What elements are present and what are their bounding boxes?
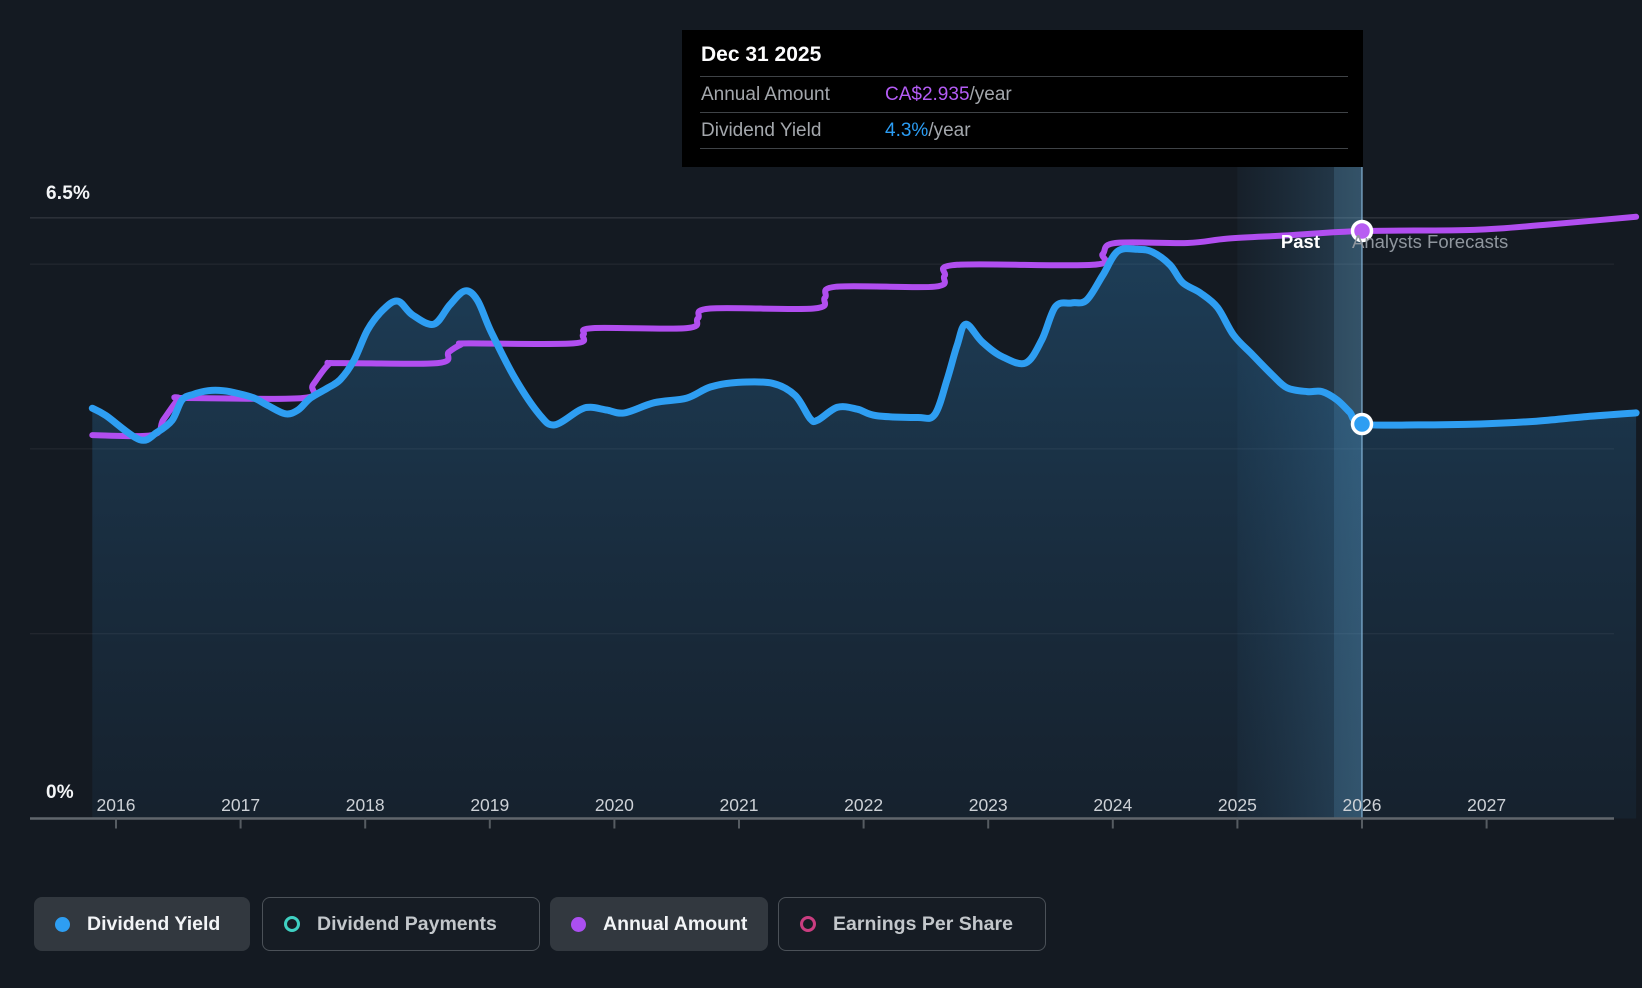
marker-dot-dividend-yield[interactable]	[1350, 412, 1374, 436]
analysts-forecasts-section-label: Analysts Forecasts	[1352, 231, 1509, 252]
legend-label: Dividend Payments	[317, 912, 497, 935]
dividend-yield-line	[88, 245, 1640, 444]
x-axis-label-2017: 2017	[221, 795, 261, 815]
x-axis-label-2026: 2026	[1342, 795, 1382, 815]
tooltip-annual-amount-label: Annual Amount	[701, 83, 830, 105]
dividend-yield-area-fill	[92, 248, 1637, 819]
x-axis-label-2019: 2019	[470, 795, 510, 815]
marker-dot-annual-amount[interactable]	[1350, 219, 1374, 243]
legend-toggle-dividend-payments[interactable]: Dividend Payments	[262, 897, 540, 951]
earnings-per-share-ring-icon	[800, 916, 816, 932]
dividend-yield-dot-icon	[55, 916, 70, 932]
legend-toggle-earnings-per-share[interactable]: Earnings Per Share	[778, 897, 1046, 951]
legend-label: Earnings Per Share	[833, 912, 1013, 935]
legend-toggle-annual-amount[interactable]: Annual Amount	[550, 897, 768, 951]
tooltip-date: Dec 31 2025	[701, 43, 822, 66]
x-axis-label-2018: 2018	[345, 795, 385, 815]
tooltip-row-dividend-yield: Dividend Yield 4.3% /year	[700, 112, 1348, 148]
x-axis-label-2024: 2024	[1093, 795, 1133, 815]
x-axis-label-2022: 2022	[844, 795, 884, 815]
tooltip-dividend-yield-value: 4.3%	[885, 119, 929, 141]
x-axis-label-2021: 2021	[719, 795, 759, 815]
annual-amount-dot-icon	[571, 916, 586, 932]
tooltip-dividend-yield-suffix: /year	[928, 119, 971, 141]
annual-amount-line	[89, 213, 1640, 440]
y-axis-top-label: 6.5%	[46, 183, 91, 204]
legend-toggle-dividend-yield[interactable]: Dividend Yield	[34, 897, 250, 951]
tooltip-annual-amount-suffix: /year	[969, 83, 1012, 105]
y-axis-bottom-label: 0%	[46, 782, 74, 803]
x-axis-label-2027: 2027	[1467, 795, 1507, 815]
tooltip-bottom-divider	[700, 148, 1348, 149]
x-axis-label-2016: 2016	[96, 795, 136, 815]
x-axis-label-2025: 2025	[1217, 795, 1257, 815]
dividend-payments-ring-icon	[284, 916, 300, 932]
x-axis-label-2020: 2020	[594, 795, 634, 815]
tooltip-annual-amount-value: CA$2.935	[885, 83, 970, 105]
tooltip-dividend-yield-label: Dividend Yield	[701, 119, 822, 141]
hover-tooltip: Dec 31 2025 Annual Amount CA$2.935 /year…	[682, 30, 1363, 167]
x-axis-label-2023: 2023	[968, 795, 1008, 815]
legend-label: Annual Amount	[603, 912, 748, 935]
legend-label: Dividend Yield	[87, 912, 221, 935]
tooltip-row-annual-amount: Annual Amount CA$2.935 /year	[700, 76, 1348, 112]
past-section-label: Past	[1280, 231, 1320, 252]
